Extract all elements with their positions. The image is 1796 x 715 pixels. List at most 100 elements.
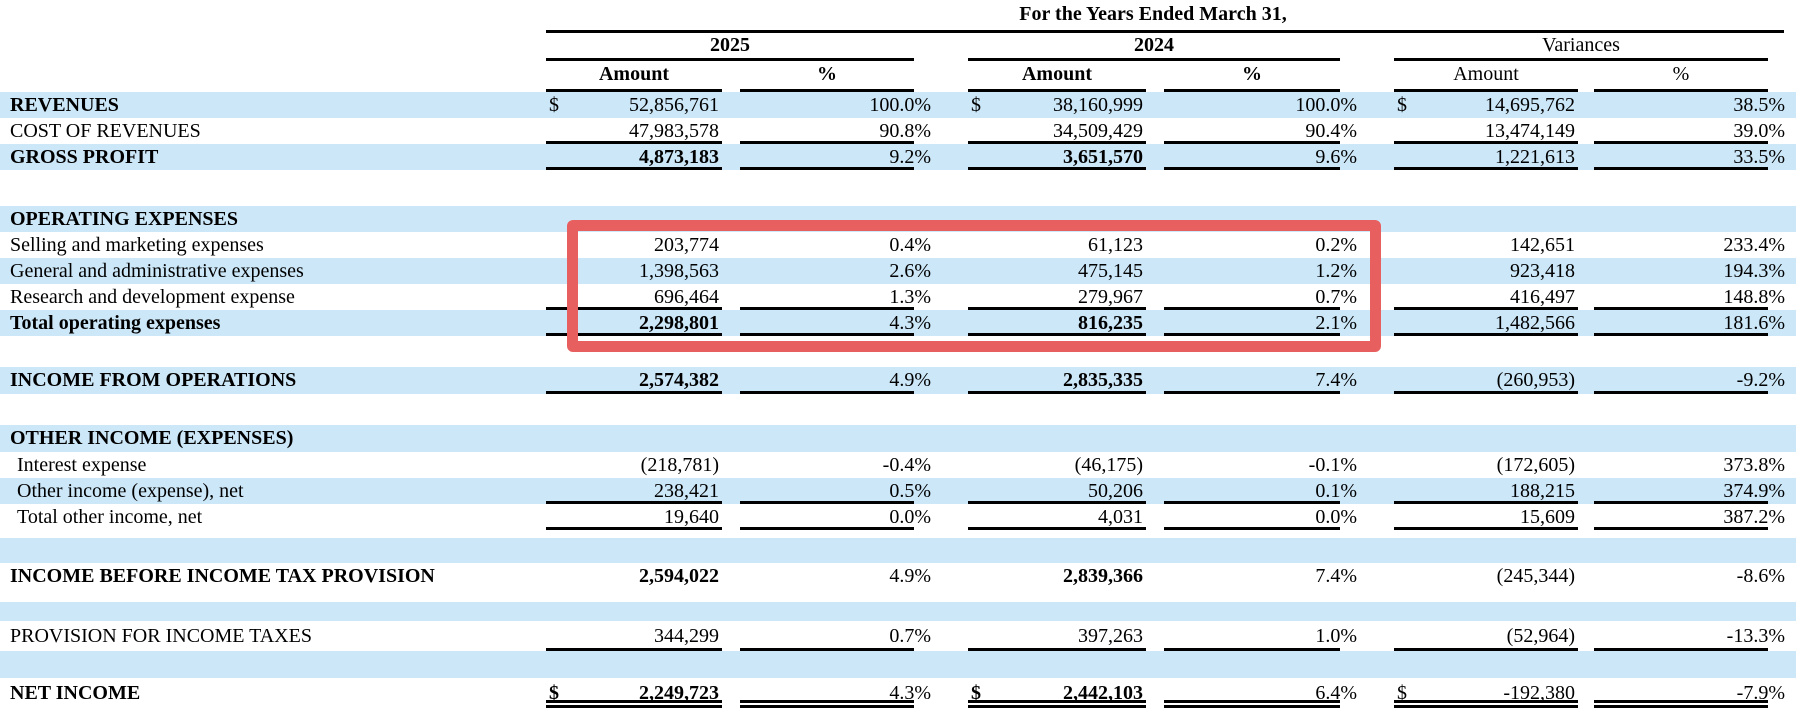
percent-cell-2025: 4.9% [740, 367, 931, 394]
currency-symbol: $ [1397, 94, 1407, 116]
column-gap [1146, 367, 1164, 394]
percent-cell-2024: -0.1% [1164, 452, 1357, 478]
table-row: Total other income, net 19,640 0.0% 4,031 0.… [0, 504, 1796, 530]
currency-symbol [1394, 452, 1426, 478]
percent-cell-2024: 0.1% [1164, 478, 1357, 504]
row-right-pad [1768, 621, 1796, 651]
row-right-pad [1768, 118, 1796, 144]
percent-cell-2025: 4.9% [740, 563, 931, 590]
column-gap [722, 425, 740, 452]
percent-cell-2025: -0.4% [740, 452, 931, 478]
amount-group-2025 [546, 206, 722, 232]
amount-group-2024: 4,031 [968, 504, 1146, 530]
percent-value: 194.3% [1723, 260, 1785, 282]
row-right-pad [1768, 284, 1796, 310]
column-gap [722, 621, 740, 651]
row-right-pad [1768, 452, 1796, 478]
percent-value: 7.4% [1315, 565, 1357, 587]
year-header-2024: 2024 [968, 33, 1340, 61]
percent-value: 90.8% [879, 120, 931, 142]
amount-value: (218,781) [640, 454, 719, 476]
row-label: NET INCOME [10, 682, 141, 704]
percent-cell-2024: 1.0% [1164, 621, 1357, 651]
table-row: INCOME BEFORE INCOME TAX PROVISION 2,594,… [0, 563, 1796, 590]
column-gap [1146, 232, 1164, 258]
row-label: OPERATING EXPENSES [10, 208, 239, 230]
amount-value: 475,145 [1078, 260, 1143, 282]
group-gap [914, 258, 968, 284]
amount-value: 203,774 [654, 234, 719, 256]
amount-value: 923,418 [1510, 260, 1575, 282]
amount-group-2025: $52,856,761 [546, 92, 722, 118]
amount-group-variances: (172,605) [1394, 452, 1578, 478]
column-gap [1578, 206, 1594, 232]
percent-value: 0.0% [889, 506, 931, 528]
row-right-pad [1768, 232, 1796, 258]
amount-group-variances [1394, 206, 1578, 232]
amount-group-variances: 188,215 [1394, 478, 1578, 504]
currency-symbol [1394, 621, 1426, 648]
amount-value: 61,123 [1088, 234, 1143, 256]
row-label: Selling and marketing expenses [10, 234, 264, 256]
group-gap [914, 452, 968, 478]
group-gap [914, 678, 968, 708]
percent-value: 7.4% [1315, 369, 1357, 391]
amount-value: 14,695,762 [1485, 94, 1575, 116]
amount-group-variances: 923,418 [1394, 258, 1578, 284]
year-header-row: 2025 2024 Variances [0, 33, 1796, 61]
column-gap [1578, 118, 1594, 144]
row-label: INCOME FROM OPERATIONS [10, 369, 297, 391]
percent-value: 0.2% [1315, 234, 1357, 256]
percent-cell-2025: 4.3% [740, 310, 931, 336]
amount-value: 238,421 [654, 480, 719, 502]
percent-value: 373.8% [1723, 454, 1785, 476]
percent-cell-variances [1594, 425, 1768, 452]
group-gap [914, 621, 968, 651]
amount-value [1426, 425, 1578, 452]
amount-group-2024 [968, 206, 1146, 232]
percent-cell-variances: -13.3% [1594, 621, 1785, 651]
amount-group-2025: 2,574,382 [546, 367, 722, 394]
year-header-2025: 2025 [546, 33, 914, 61]
group-gap [1340, 61, 1394, 92]
group-gap [1340, 621, 1394, 651]
amount-group-2024: 475,145 [968, 258, 1146, 284]
currency-symbol [1394, 478, 1426, 501]
amount-group-variances: 15,609 [1394, 504, 1578, 530]
group-gap [1340, 118, 1394, 144]
column-gap [722, 367, 740, 394]
column-gap [1146, 425, 1164, 452]
currency-symbol [1394, 258, 1426, 284]
percent-cell-variances: -7.9% [1594, 678, 1785, 708]
percent-value: 9.6% [1315, 146, 1357, 168]
column-gap [722, 92, 740, 118]
currency-symbol [1394, 425, 1426, 452]
spacer-row [0, 336, 1796, 367]
percent-header-2025: % [740, 61, 914, 92]
column-gap [1146, 258, 1164, 284]
currency-symbol [1394, 310, 1426, 333]
amount-value: (172,605) [1496, 454, 1575, 476]
amount-group-2024 [968, 425, 1146, 452]
amount-value: 52,856,761 [629, 94, 719, 116]
percent-value: 90.4% [1305, 120, 1357, 142]
currency-symbol: $ [549, 94, 559, 116]
spacer-row [0, 602, 1796, 621]
percent-value: 6.4% [1315, 682, 1357, 704]
table-row: INCOME FROM OPERATIONS 2,574,382 4.9% 2,835… [0, 367, 1796, 394]
column-gap [1578, 258, 1594, 284]
row-right-pad [1768, 144, 1796, 170]
amount-value: 50,206 [1088, 480, 1143, 502]
amount-value: 344,299 [654, 625, 719, 647]
currency-symbol [968, 504, 1000, 527]
amount-group-2025: 203,774 [546, 232, 722, 258]
group-gap [1340, 206, 1394, 232]
amount-value: 2,574,382 [639, 369, 719, 391]
amount-group-variances: (245,344) [1394, 563, 1578, 590]
table-header: For the Years Ended March 31, 2025 2024 … [0, 0, 1796, 92]
period-title-row: For the Years Ended March 31, [0, 0, 1796, 33]
amount-group-2024: 816,235 [968, 310, 1146, 336]
currency-symbol [546, 310, 578, 333]
column-gap [1146, 144, 1164, 170]
